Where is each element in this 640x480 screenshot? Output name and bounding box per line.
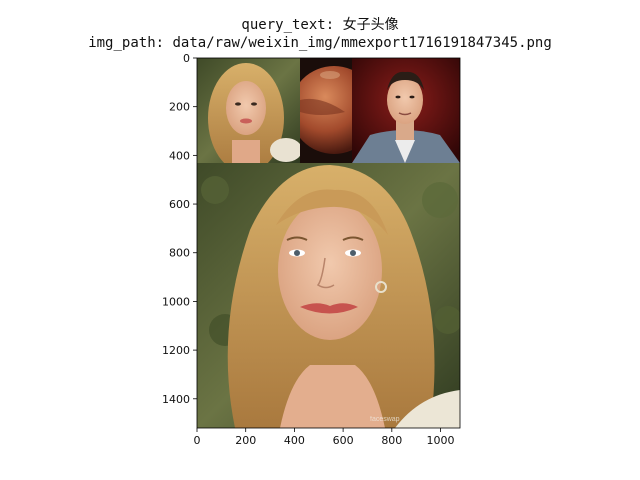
watermark-text: faceswap xyxy=(370,416,400,423)
mars-planet xyxy=(300,58,352,163)
x-tick-label: 1000 xyxy=(427,434,455,447)
y-axis: 0 200 400 600 800 1000 1200 1400 xyxy=(162,52,197,406)
x-tick-label: 200 xyxy=(235,434,256,447)
figure-title-query: query_text: 女子头像 xyxy=(241,17,399,33)
x-tick-label: 0 xyxy=(194,434,201,447)
figure-title-path: img_path: data/raw/weixin_img/mmexport17… xyxy=(88,35,552,51)
y-tick-label: 600 xyxy=(169,198,190,211)
y-tick-label: 800 xyxy=(169,247,190,260)
y-tick-label: 1400 xyxy=(162,393,190,406)
x-tick-label: 800 xyxy=(381,434,402,447)
x-axis: 0 200 400 600 800 1000 xyxy=(194,428,455,447)
y-tick-label: 400 xyxy=(169,149,190,162)
man-portrait-red-background xyxy=(352,58,460,163)
y-tick-label: 1000 xyxy=(162,295,190,308)
blonde-woman-portrait-large: faceswap xyxy=(197,163,460,428)
x-tick-label: 600 xyxy=(333,434,354,447)
axes-frame xyxy=(196,57,461,429)
y-tick-label: 1200 xyxy=(162,344,190,357)
x-tick-label: 400 xyxy=(284,434,305,447)
y-tick-label: 200 xyxy=(169,101,190,114)
blonde-woman-portrait-small xyxy=(197,58,300,163)
y-tick-label: 0 xyxy=(183,52,190,65)
